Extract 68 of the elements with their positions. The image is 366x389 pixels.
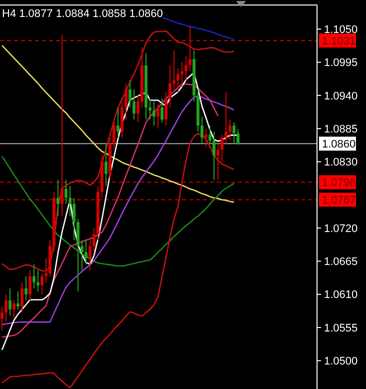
candlestick [44, 258, 48, 283]
chart-title: H4 1.0877 1.0884 1.0858 1.0860 [2, 8, 163, 20]
candlestick [16, 290, 20, 310]
candlestick [164, 92, 168, 126]
y-tick-label: 1.0940 [324, 90, 358, 102]
candlestick [0, 306, 4, 332]
y-tick-label: 1.0500 [324, 356, 358, 368]
candlestick [64, 179, 68, 204]
candlestick [184, 56, 188, 81]
candlestick [72, 197, 76, 241]
candlestick [40, 272, 44, 295]
line-series [1, 83, 219, 338]
candlestick [156, 104, 160, 130]
candlestick [28, 270, 32, 301]
candlestick [36, 270, 40, 292]
y-tick-label: 1.0610 [324, 289, 358, 302]
y-tick-label: 1.0830 [324, 156, 358, 169]
candlestick [232, 122, 236, 144]
y-tick-label: 1.0665 [324, 256, 358, 268]
candlestick [68, 185, 72, 216]
y-tick-label: 1.1050 [324, 24, 358, 36]
line-series [1, 95, 235, 326]
candlestick [92, 228, 96, 253]
ref-line-label: 1.1031 [322, 35, 356, 48]
candlestick [200, 116, 204, 144]
candlestick [128, 80, 132, 108]
line-series [1, 30, 235, 272]
candlestick [124, 82, 128, 120]
candlestick [172, 50, 176, 90]
candlestick [20, 282, 24, 313]
candlestick [168, 64, 172, 108]
ref-line-label: 1.0767 [322, 194, 356, 207]
candlestick [116, 106, 120, 138]
candlestick [236, 128, 240, 146]
candlestick [136, 94, 140, 124]
candlestick [56, 179, 60, 216]
candlestick [112, 119, 116, 150]
candlestick [152, 100, 156, 126]
y-tick-label: 1.0885 [324, 123, 358, 136]
line-series [1, 44, 235, 203]
candlestick [80, 240, 84, 271]
y-tick-label: 1.0720 [324, 222, 358, 235]
line-series [1, 72, 239, 350]
candlestick [104, 143, 108, 186]
ref-line-label: 1.0860 [322, 138, 356, 150]
candlestick [176, 68, 180, 93]
candlestick [132, 88, 136, 120]
line-series [161, 17, 235, 40]
candlestick [8, 288, 12, 316]
candlestick [224, 92, 228, 144]
candlestick [204, 128, 208, 148]
candlestick [24, 276, 28, 301]
candlestick [208, 125, 212, 144]
ref-line-label: 1.0796 [322, 177, 356, 190]
y-tick-label: 1.0995 [324, 57, 358, 70]
candlestick [148, 98, 152, 120]
candlestick [32, 264, 36, 289]
candlestick [84, 240, 88, 265]
line-series [1, 156, 235, 267]
candlestick [12, 300, 16, 319]
candlestick [160, 98, 164, 124]
candlestick [228, 119, 232, 142]
candlestick [88, 240, 92, 271]
candlestick [212, 131, 216, 180]
candlestick [4, 294, 8, 322]
candlestick [220, 134, 224, 162]
candlestick [180, 62, 184, 87]
y-tick-label: 1.0555 [324, 322, 358, 334]
